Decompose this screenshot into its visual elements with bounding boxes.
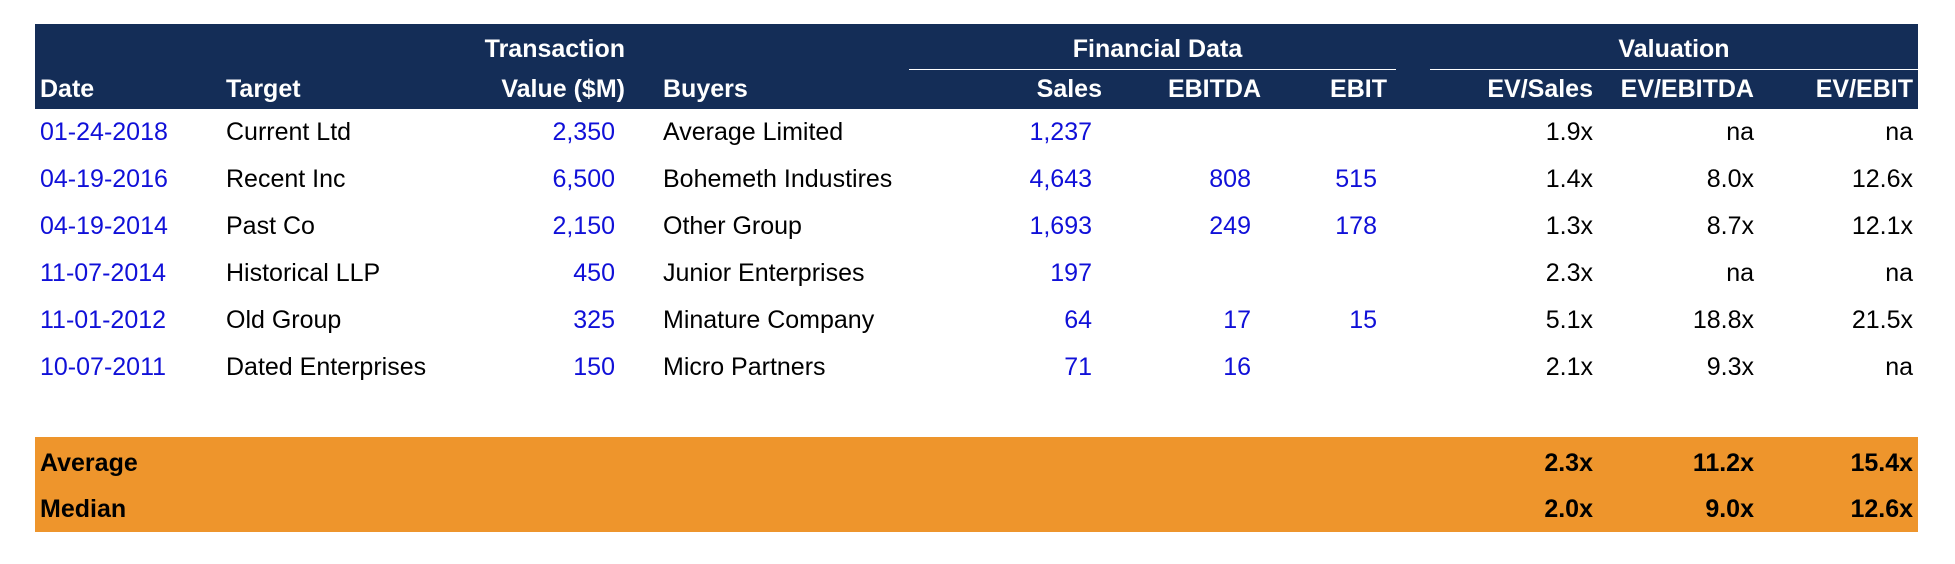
cell-buyer: Junior Enterprises — [663, 259, 865, 287]
cell-sales: 64 — [1064, 306, 1092, 334]
cell-ev-sales: 2.3x — [1545, 259, 1593, 287]
header-ev-ebit: EV/EBIT — [1815, 75, 1913, 103]
header-group-financial: Financial Data — [1072, 35, 1243, 63]
cell-sales: 1,237 — [1029, 118, 1092, 146]
cell-ev-ebit: na — [1885, 118, 1913, 146]
summary-average-label: Average — [40, 449, 138, 477]
header-value: Value ($M) — [501, 75, 625, 103]
cell-ebitda: 808 — [1209, 165, 1251, 193]
cell-ebitda: 17 — [1223, 306, 1251, 334]
cell-ev-ebit: na — [1885, 353, 1913, 381]
cell-ebit: 15 — [1349, 306, 1377, 334]
header-ebit: EBIT — [1330, 75, 1387, 103]
table-row: 11-07-2014 Historical LLP 450 Junior Ent… — [35, 250, 1918, 297]
header-ev-ebitda: EV/EBITDA — [1620, 75, 1754, 103]
cell-sales: 197 — [1050, 259, 1092, 287]
comparable-transactions-table: Transaction Financial Data Valuation Dat… — [35, 24, 1918, 532]
table-row: 11-01-2012 Old Group 325 Minature Compan… — [35, 297, 1918, 344]
cell-buyer: Micro Partners — [663, 353, 826, 381]
cell-ev-sales: 1.9x — [1545, 118, 1593, 146]
cell-sales: 4,643 — [1029, 165, 1092, 193]
header-group-transaction: Transaction — [484, 35, 625, 63]
summary-average-ev-ebitda: 11.2x — [1692, 449, 1754, 477]
header-target: Target — [226, 75, 301, 103]
summary-median-ev-ebitda: 9.0x — [1705, 495, 1754, 523]
summary-average-ev-ebit: 15.4x — [1850, 449, 1913, 477]
summary-median-label: Median — [40, 495, 127, 523]
table-body: 01-24-2018 Current Ltd 2,350 Average Lim… — [35, 109, 1918, 391]
cell-ebit: 515 — [1335, 165, 1377, 193]
cell-ev-ebit: na — [1885, 259, 1913, 287]
cell-buyer: Bohemeth Industires — [663, 165, 893, 193]
cell-ev-ebit: 12.6x — [1851, 165, 1913, 193]
cell-ev-ebitda: 9.3x — [1706, 353, 1754, 381]
header-buyers: Buyers — [663, 75, 748, 103]
cell-target: Current Ltd — [226, 118, 352, 146]
summary-median-ev-ebit: 12.6x — [1850, 495, 1913, 523]
cell-date: 10-07-2011 — [40, 353, 167, 381]
header-sales: Sales — [1036, 75, 1102, 103]
cell-value: 2,350 — [552, 118, 615, 146]
header-group-valuation-underline — [1430, 69, 1918, 70]
cell-ev-ebitda: 8.7x — [1706, 212, 1754, 240]
cell-value: 150 — [573, 353, 615, 381]
cell-date: 01-24-2018 — [40, 118, 168, 146]
cell-ev-sales: 2.1x — [1545, 353, 1593, 381]
cell-date: 04-19-2016 — [40, 165, 168, 193]
cell-sales: 1,693 — [1029, 212, 1092, 240]
cell-target: Past Co — [226, 212, 315, 240]
cell-ev-ebitda: na — [1726, 259, 1754, 287]
cell-ev-ebitda: 18.8x — [1692, 306, 1754, 334]
table-header: Transaction Financial Data Valuation Dat… — [35, 24, 1918, 109]
cell-ebitda: 249 — [1209, 212, 1251, 240]
cell-target: Recent Inc — [226, 165, 346, 193]
cell-value: 2,150 — [552, 212, 615, 240]
cell-date: 11-01-2012 — [40, 306, 167, 334]
header-ev-sales: EV/Sales — [1487, 75, 1593, 103]
cell-ev-sales: 1.3x — [1545, 212, 1593, 240]
table-spacer — [35, 391, 1918, 437]
cell-date: 04-19-2014 — [40, 212, 168, 240]
header-group-valuation: Valuation — [1618, 35, 1730, 63]
header-date: Date — [40, 75, 95, 103]
table-row: 01-24-2018 Current Ltd 2,350 Average Lim… — [35, 109, 1918, 156]
cell-sales: 71 — [1064, 353, 1092, 381]
table-row: 04-19-2014 Past Co 2,150 Other Group 1,6… — [35, 203, 1918, 250]
header-group-financial-underline — [909, 69, 1396, 70]
cell-ev-ebit: 12.1x — [1851, 212, 1913, 240]
table-row: 04-19-2016 Recent Inc 6,500 Bohemeth Ind… — [35, 156, 1918, 203]
cell-value: 325 — [573, 306, 615, 334]
cell-ev-sales: 1.4x — [1545, 165, 1593, 193]
cell-ebit: 178 — [1335, 212, 1377, 240]
cell-value: 450 — [573, 259, 615, 287]
table-row: 10-07-2011 Dated Enterprises 150 Micro P… — [35, 344, 1918, 391]
summary-average-ev-sales: 2.3x — [1544, 449, 1593, 477]
cell-target: Old Group — [226, 306, 342, 334]
cell-target: Historical LLP — [226, 259, 381, 287]
cell-ebitda: 16 — [1223, 353, 1251, 381]
cell-buyer: Minature Company — [663, 306, 875, 334]
cell-value: 6,500 — [552, 165, 615, 193]
summary-band: Average 2.3x 11.2x 15.4x Median 2.0x 9.0… — [35, 437, 1918, 532]
cell-target: Dated Enterprises — [226, 353, 427, 381]
cell-ev-sales: 5.1x — [1545, 306, 1593, 334]
cell-ev-ebitda: na — [1726, 118, 1754, 146]
cell-date: 11-07-2014 — [40, 259, 167, 287]
cell-buyer: Other Group — [663, 212, 802, 240]
cell-ev-ebitda: 8.0x — [1706, 165, 1754, 193]
header-ebitda: EBITDA — [1167, 75, 1261, 103]
cell-buyer: Average Limited — [663, 118, 844, 146]
summary-median-ev-sales: 2.0x — [1544, 495, 1593, 523]
cell-ev-ebit: 21.5x — [1851, 306, 1913, 334]
